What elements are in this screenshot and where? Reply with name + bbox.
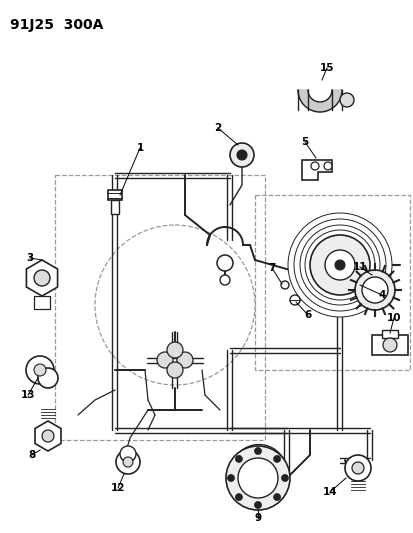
- Circle shape: [361, 277, 387, 303]
- Circle shape: [281, 474, 288, 481]
- Circle shape: [230, 143, 254, 167]
- Circle shape: [166, 342, 183, 358]
- Text: 10: 10: [386, 313, 400, 323]
- Circle shape: [219, 275, 230, 285]
- Bar: [55, 175, 264, 440]
- Text: 13: 13: [21, 390, 35, 400]
- Circle shape: [254, 502, 261, 508]
- Circle shape: [237, 458, 277, 498]
- Circle shape: [299, 225, 379, 305]
- Polygon shape: [26, 260, 57, 296]
- Circle shape: [287, 213, 391, 317]
- Polygon shape: [297, 90, 341, 112]
- Circle shape: [166, 362, 183, 378]
- Circle shape: [323, 162, 331, 170]
- Circle shape: [293, 219, 385, 311]
- Circle shape: [236, 150, 247, 160]
- Polygon shape: [301, 160, 331, 180]
- Text: 8: 8: [28, 450, 36, 460]
- Circle shape: [280, 281, 288, 289]
- Circle shape: [123, 457, 133, 467]
- Text: 3: 3: [26, 253, 33, 263]
- Circle shape: [216, 255, 233, 271]
- Text: 1: 1: [136, 143, 143, 153]
- Circle shape: [42, 430, 54, 442]
- Text: 2: 2: [214, 123, 221, 133]
- Text: 11: 11: [352, 262, 366, 272]
- Circle shape: [235, 455, 242, 463]
- Polygon shape: [35, 421, 61, 451]
- Circle shape: [34, 270, 50, 286]
- Circle shape: [334, 260, 344, 270]
- Circle shape: [227, 474, 234, 481]
- Bar: [254, 195, 409, 370]
- Text: 9: 9: [254, 513, 261, 523]
- Text: 7: 7: [268, 263, 275, 273]
- Circle shape: [235, 494, 242, 500]
- Text: 15: 15: [319, 63, 333, 73]
- Text: 14: 14: [322, 487, 337, 497]
- Circle shape: [324, 250, 354, 280]
- Circle shape: [304, 230, 374, 300]
- Bar: [111, 200, 119, 214]
- Circle shape: [310, 162, 318, 170]
- Circle shape: [273, 494, 280, 500]
- Circle shape: [339, 93, 353, 107]
- Bar: [381, 330, 397, 338]
- Circle shape: [344, 455, 370, 481]
- Bar: [34, 296, 50, 309]
- Text: 5: 5: [301, 137, 308, 147]
- Circle shape: [354, 270, 394, 310]
- Circle shape: [34, 364, 46, 376]
- Bar: [108, 190, 122, 200]
- Text: 4: 4: [377, 290, 385, 300]
- Circle shape: [177, 352, 192, 368]
- Circle shape: [351, 462, 363, 474]
- Circle shape: [225, 446, 289, 510]
- Bar: [371, 335, 407, 355]
- Circle shape: [309, 235, 369, 295]
- Text: 6: 6: [304, 310, 311, 320]
- Text: 12: 12: [111, 483, 125, 493]
- Circle shape: [120, 446, 136, 462]
- Circle shape: [254, 448, 261, 455]
- Circle shape: [382, 338, 396, 352]
- Circle shape: [38, 368, 58, 388]
- Text: 91J25  300A: 91J25 300A: [10, 18, 103, 32]
- Circle shape: [26, 356, 54, 384]
- Circle shape: [116, 450, 140, 474]
- Circle shape: [157, 352, 173, 368]
- Circle shape: [289, 295, 299, 305]
- Circle shape: [273, 455, 280, 463]
